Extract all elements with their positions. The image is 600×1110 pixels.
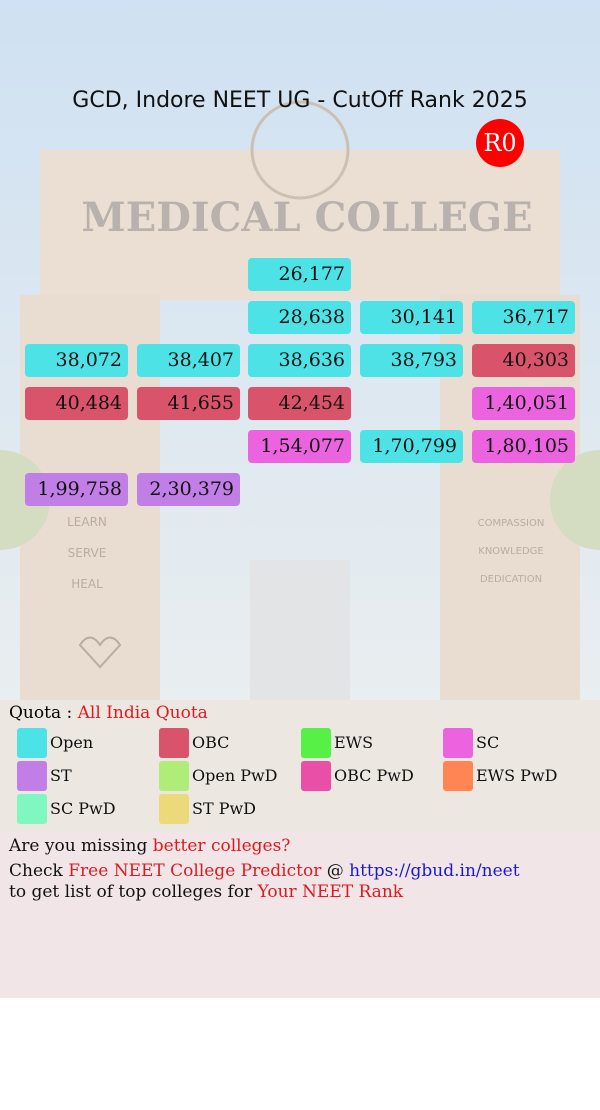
- footer-line: Check Free NEET College Predictor @ http…: [9, 861, 520, 881]
- rank-cell: 26,177: [248, 258, 351, 291]
- rank-cell: 1,70,799: [360, 430, 463, 463]
- footer-text: Are you missing: [9, 836, 153, 856]
- footer-line: to get list of top colleges for Your NEE…: [9, 882, 403, 902]
- rank-cell: 40,484: [25, 387, 128, 420]
- footer-text: better colleges?: [152, 836, 291, 856]
- footer-text: @: [321, 861, 350, 881]
- pillar-word: COMPASSION: [478, 518, 545, 529]
- rank-cell: 1,99,758: [25, 473, 128, 506]
- legend-label: SC PwD: [50, 799, 116, 818]
- rank-cell: 38,072: [25, 344, 128, 377]
- rank-cell: 40,303: [472, 344, 575, 377]
- quota: Quota : All India Quota: [9, 703, 208, 723]
- rank-cell: 38,407: [137, 344, 240, 377]
- rank-cell: 41,655: [137, 387, 240, 420]
- legend-swatch: [159, 728, 189, 758]
- legend-label: Open PwD: [192, 766, 278, 785]
- sign: MEDICAL COLLEGE: [81, 194, 532, 241]
- round-badge: R0: [476, 119, 524, 167]
- legend-label: OBC PwD: [334, 766, 414, 785]
- rank-cell: 1,54,077: [248, 430, 351, 463]
- quota-label: Quota :: [9, 703, 78, 723]
- rank-cell: 28,638: [248, 301, 351, 334]
- legend-swatch: [443, 728, 473, 758]
- footer-text: to get list of top colleges for: [9, 882, 258, 902]
- rank-cell: 1,80,105: [472, 430, 575, 463]
- legend-swatch: [159, 794, 189, 824]
- legend-swatch: [159, 761, 189, 791]
- footer-text: Check: [9, 861, 69, 881]
- pillar-word: LEARN: [67, 515, 107, 529]
- predictor-link[interactable]: https://gbud.in/neet: [349, 861, 520, 881]
- legend-label: EWS: [334, 733, 374, 752]
- legend-swatch: [17, 728, 47, 758]
- rank-cell: 38,636: [248, 344, 351, 377]
- legend-label: OBC: [192, 733, 230, 752]
- pillar-word: SERVE: [68, 546, 107, 560]
- legend-swatch: [301, 728, 331, 758]
- rank-cell: 2,30,379: [137, 473, 240, 506]
- legend-swatch: [17, 761, 47, 791]
- rank-cell: 30,141: [360, 301, 463, 334]
- rank-cell: 36,717: [472, 301, 575, 334]
- legend-label: EWS PwD: [476, 766, 558, 785]
- quota-value: All India Quota: [77, 703, 208, 723]
- pillar-word: KNOWLEDGE: [478, 546, 543, 557]
- footer-line: Are you missing better colleges?: [9, 836, 290, 856]
- legend-swatch: [301, 761, 331, 791]
- footer-text: Free NEET College Predictor: [68, 861, 322, 881]
- legend-label: Open: [50, 733, 94, 752]
- legend-label: ST PwD: [192, 799, 257, 818]
- footer-text: Your NEET Rank: [257, 882, 404, 902]
- legend-label: ST: [50, 766, 72, 785]
- footer: Are you missing better colleges? Check Fr…: [0, 832, 600, 998]
- legend-label: SC: [476, 733, 500, 752]
- legend-swatch: [17, 794, 47, 824]
- rank-cell: 38,793: [360, 344, 463, 377]
- rank-cell: 42,454: [248, 387, 351, 420]
- title: GCD, Indore NEET UG - CutOff Rank 2025: [72, 88, 528, 113]
- pillar-word: HEAL: [71, 577, 103, 591]
- legend-swatch: [443, 761, 473, 791]
- pillar-word: DEDICATION: [480, 574, 542, 585]
- rank-cell: 1,40,051: [472, 387, 575, 420]
